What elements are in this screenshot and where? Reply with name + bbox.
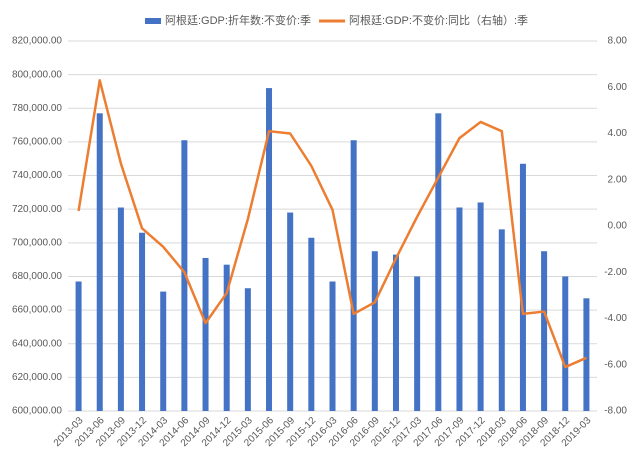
y-tick-label: 640,000.00 (12, 338, 62, 349)
y2-tick-label: -8.00 (604, 406, 627, 417)
legend-swatch (145, 18, 161, 24)
bar (160, 291, 167, 411)
y-tick-label: 740,000.00 (12, 170, 62, 181)
bar (96, 113, 103, 412)
bar (181, 140, 188, 411)
y2-tick-label: 4.00 (608, 128, 628, 139)
y2-tick-label: 2.00 (608, 174, 628, 185)
y2-tick-label: 0.00 (608, 221, 628, 232)
bar (414, 276, 421, 411)
bar (562, 276, 569, 411)
bar (329, 281, 336, 411)
bar (266, 88, 273, 411)
y2-tick-label: 6.00 (608, 82, 628, 93)
bar (371, 251, 378, 411)
y-tick-label: 600,000.00 (12, 406, 62, 417)
bar (519, 163, 526, 411)
y2-tick-label: -4.00 (604, 313, 627, 324)
y2-tick-label: 8.00 (608, 36, 628, 47)
bar (583, 298, 590, 411)
bar (477, 202, 484, 411)
bar (498, 229, 505, 411)
bar (541, 251, 548, 411)
bar (350, 140, 357, 411)
line (77, 79, 587, 369)
bar (223, 264, 230, 411)
y-tick-label: 660,000.00 (12, 305, 62, 316)
bar (139, 232, 146, 411)
legend-label: 阿根廷:GDP:折年数:不变价:季 (165, 13, 311, 27)
y-tick-label: 800,000.00 (12, 69, 62, 80)
y-tick-label: 720,000.00 (12, 204, 62, 215)
bar (202, 257, 209, 411)
y-tick-label: 620,000.00 (12, 372, 62, 383)
y-tick-label: 760,000.00 (12, 137, 62, 148)
bar (435, 113, 442, 412)
bar (456, 207, 463, 411)
bar (392, 254, 399, 411)
y2-tick-label: -6.00 (604, 359, 627, 370)
y-tick-label: 780,000.00 (12, 103, 62, 114)
bar (75, 281, 82, 411)
y-tick-label: 700,000.00 (12, 237, 62, 248)
y2-tick-label: -2.00 (604, 267, 627, 278)
legend: 阿根廷:GDP:折年数:不变价:季 阿根廷:GDP:不变价:同比（右轴）:季 (145, 13, 528, 27)
bar (287, 212, 294, 411)
bar (308, 237, 315, 411)
y-tick-label: 680,000.00 (12, 271, 62, 282)
y-tick-label: 820,000.00 (12, 36, 62, 47)
bar (117, 207, 124, 411)
bar (244, 288, 251, 411)
legend-label: 阿根廷:GDP:不变价:同比（右轴）:季 (349, 13, 528, 27)
